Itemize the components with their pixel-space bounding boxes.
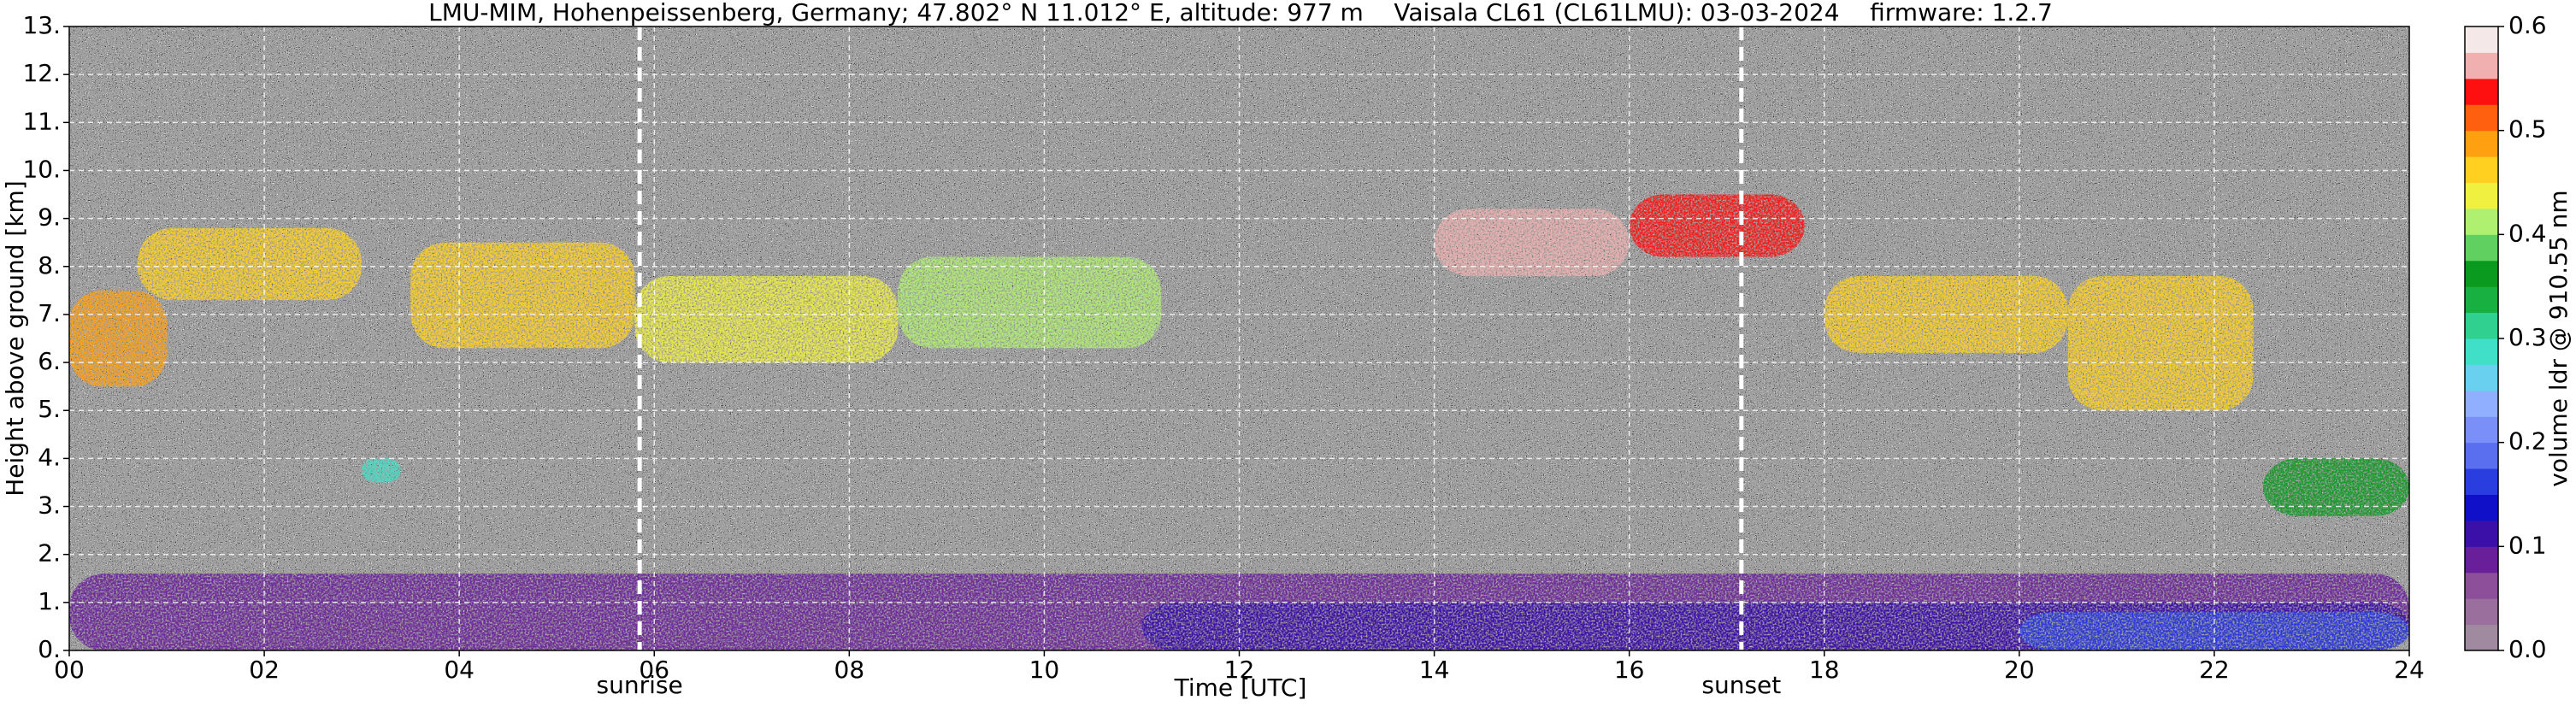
- ldr-region: [410, 242, 635, 349]
- colorbar-cell: [2465, 338, 2498, 365]
- colorbar-cell: [2465, 390, 2498, 417]
- colorbar-cell: [2465, 234, 2498, 262]
- y-axis-label: Height above ground [km]: [1, 180, 29, 497]
- y-tick-label: 6.: [38, 347, 61, 375]
- x-tick-label: 12: [1224, 656, 1255, 684]
- y-tick-label: 12.: [22, 59, 61, 87]
- x-tick-label: 24: [2394, 656, 2425, 684]
- colorbar-cell: [2465, 104, 2498, 132]
- colorbar-tick-label: 0.3: [2508, 323, 2547, 351]
- y-tick-label: 13.: [22, 11, 61, 39]
- colorbar-cell: [2465, 130, 2498, 157]
- y-tick-label: 10.: [22, 155, 61, 183]
- ldr-region: [2067, 276, 2254, 411]
- ldr-region: [634, 276, 899, 363]
- x-tick-label: 16: [1614, 656, 1645, 684]
- ldr-region: [362, 458, 401, 483]
- colorbar-cell: [2465, 78, 2498, 105]
- ldr-region: [1434, 209, 1630, 276]
- y-tick-label: 1.: [38, 587, 61, 615]
- x-tick-label: 04: [444, 656, 475, 684]
- colorbar-label: volume ldr @ 910.55 nm: [2544, 190, 2573, 486]
- colorbar-cell: [2465, 260, 2498, 287]
- y-tick-label: 8.: [38, 251, 61, 279]
- x-tick-label: 00: [54, 656, 85, 684]
- colorbar-cell: [2465, 208, 2498, 235]
- ldr-region: [2262, 458, 2409, 516]
- ldr-region: [1629, 194, 1805, 257]
- colorbar-tick-label: 0.6: [2508, 11, 2547, 39]
- chart-title: LMU-MIM, Hohenpeissenberg, Germany; 47.8…: [428, 0, 2053, 26]
- x-tick-label: 18: [1809, 656, 1840, 684]
- ldr-region: [1824, 276, 2068, 353]
- colorbar-tick-label: 0.1: [2508, 531, 2547, 559]
- colorbar-tick-label: 0.0: [2508, 635, 2547, 663]
- colorbar-cell: [2465, 494, 2498, 521]
- plot-frame: [68, 26, 2410, 651]
- colorbar-cell: [2465, 26, 2498, 53]
- colorbar-tick-label: 0.2: [2508, 427, 2547, 456]
- colorbar-cell: [2465, 598, 2498, 626]
- y-tick-label: 5.: [38, 395, 61, 423]
- x-tick-label: 02: [249, 656, 280, 684]
- x-tick-label: 06: [639, 656, 669, 684]
- colorbar-cell: [2465, 364, 2498, 391]
- x-axis-label: Time [UTC]: [1174, 674, 1307, 702]
- x-tick-label: 22: [2199, 656, 2230, 684]
- colorbar-cell: [2465, 468, 2498, 495]
- colorbar-cell: [2465, 52, 2498, 79]
- ldr-region: [898, 256, 1162, 349]
- colorbar-cell: [2465, 182, 2498, 209]
- y-tick-label: 2.: [38, 539, 61, 568]
- colorbar-cell: [2465, 572, 2498, 599]
- colorbar-tick-label: 0.4: [2508, 219, 2547, 247]
- ldr-region: [69, 290, 168, 387]
- x-tick-label: 14: [1419, 656, 1450, 684]
- colorbar-cell: [2465, 156, 2498, 183]
- colorbar-cell: [2465, 312, 2498, 339]
- y-tick-label: 3.: [38, 491, 61, 520]
- colorbar-cell: [2465, 442, 2498, 469]
- colorbar-tick-label: 0.5: [2508, 115, 2547, 144]
- annotation-label: sunrise: [597, 671, 683, 699]
- y-tick-label: 7.: [38, 299, 61, 327]
- ldr-region: [137, 227, 363, 301]
- colorbar-cell: [2465, 286, 2498, 314]
- colorbar-cell: [2465, 416, 2498, 444]
- x-tick-label: 08: [834, 656, 865, 684]
- colorbar-cell: [2465, 546, 2498, 574]
- y-tick-label: 0.: [38, 635, 61, 663]
- annotation-label: sunset: [1701, 671, 1781, 699]
- x-tick-label: 10: [1029, 656, 1060, 684]
- colorbar-cell: [2465, 624, 2498, 651]
- y-tick-label: 9.: [38, 203, 61, 232]
- colorbar-cell: [2465, 520, 2498, 547]
- y-tick-label: 11.: [22, 107, 61, 135]
- y-tick-label: 4.: [38, 443, 61, 471]
- x-tick-label: 20: [2004, 656, 2035, 684]
